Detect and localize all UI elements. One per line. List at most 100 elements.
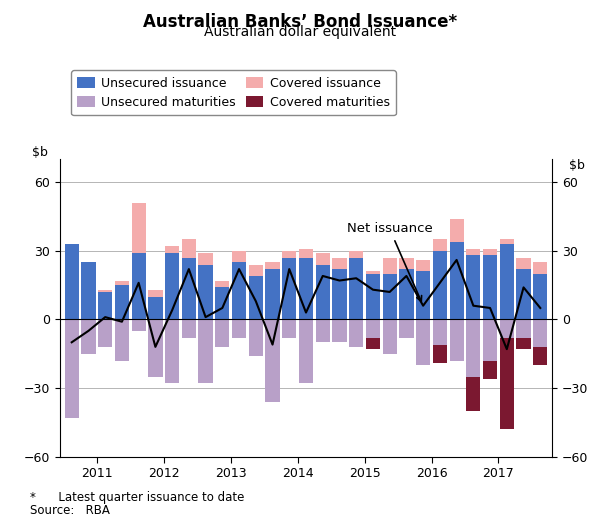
Bar [199,320,213,383]
Bar [316,253,330,264]
Bar [265,320,280,402]
Bar [399,269,413,320]
Bar [115,320,129,361]
Bar [500,244,514,320]
Bar [449,320,464,361]
Bar [399,258,413,269]
Bar [332,320,347,342]
Bar [416,260,430,271]
Bar [82,262,95,320]
Bar [131,203,146,253]
Bar [517,320,530,338]
Bar [316,320,330,342]
Bar [466,255,481,320]
Bar [483,255,497,320]
Bar [533,262,547,273]
Bar [299,258,313,320]
Bar [65,244,79,320]
Bar [483,320,497,361]
Bar [500,320,514,338]
Text: *      Latest quarter issuance to date: * Latest quarter issuance to date [30,491,244,504]
Bar [148,296,163,320]
Bar [282,320,296,338]
Bar [98,292,112,320]
Bar [165,320,179,383]
Bar [416,320,430,365]
Bar [165,253,179,320]
Bar [299,249,313,258]
Bar [248,264,263,276]
Bar [131,253,146,320]
Bar [533,320,547,347]
Text: Source:   RBA: Source: RBA [30,504,110,517]
Bar [349,251,364,258]
Bar [366,320,380,338]
Bar [449,219,464,242]
Bar [98,320,112,347]
Bar [115,285,129,320]
Bar [65,320,79,418]
Bar [416,271,430,320]
Bar [165,246,179,253]
Bar [383,258,397,273]
Text: Net issuance: Net issuance [347,222,433,302]
Bar [215,280,229,287]
Bar [182,258,196,320]
Bar [399,320,413,338]
Bar [466,376,481,411]
Bar [500,338,514,429]
Bar [332,269,347,320]
Bar [316,264,330,320]
Bar [232,251,246,262]
Bar [282,251,296,258]
Bar [82,320,95,354]
Bar [466,320,481,376]
Bar [299,320,313,383]
Bar [265,269,280,320]
Bar [433,251,447,320]
Y-axis label: $b: $b [32,147,48,159]
Bar [98,290,112,292]
Bar [131,320,146,331]
Bar [182,239,196,258]
Bar [517,338,530,349]
Bar [182,320,196,338]
Bar [232,262,246,320]
Bar [232,320,246,338]
Bar [282,258,296,320]
Bar [383,273,397,320]
Bar [466,249,481,255]
Bar [483,249,497,255]
Bar [366,271,380,273]
Bar [349,258,364,320]
Bar [383,320,397,354]
Text: Australian dollar equivalent: Australian dollar equivalent [204,25,396,39]
Bar [366,273,380,320]
Bar [115,280,129,285]
Bar [199,264,213,320]
Bar [265,262,280,269]
Bar [366,338,380,349]
Bar [517,258,530,269]
Bar [148,290,163,296]
Bar [332,258,347,269]
Y-axis label: $b: $b [569,159,584,172]
Bar [248,276,263,320]
Bar [533,347,547,365]
Bar [349,320,364,347]
Bar [148,320,163,376]
Bar [215,287,229,320]
Bar [199,253,213,264]
Bar [433,320,447,345]
Bar [449,242,464,320]
Bar [433,345,447,363]
Bar [500,239,514,244]
Text: Australian Banks’ Bond Issuance*: Australian Banks’ Bond Issuance* [143,13,457,31]
Legend: Unsecured issuance, Unsecured maturities, Covered issuance, Covered maturities: Unsecured issuance, Unsecured maturities… [71,71,396,115]
Bar [533,273,547,320]
Bar [483,361,497,379]
Bar [433,239,447,251]
Bar [215,320,229,347]
Bar [517,269,530,320]
Bar [248,320,263,356]
